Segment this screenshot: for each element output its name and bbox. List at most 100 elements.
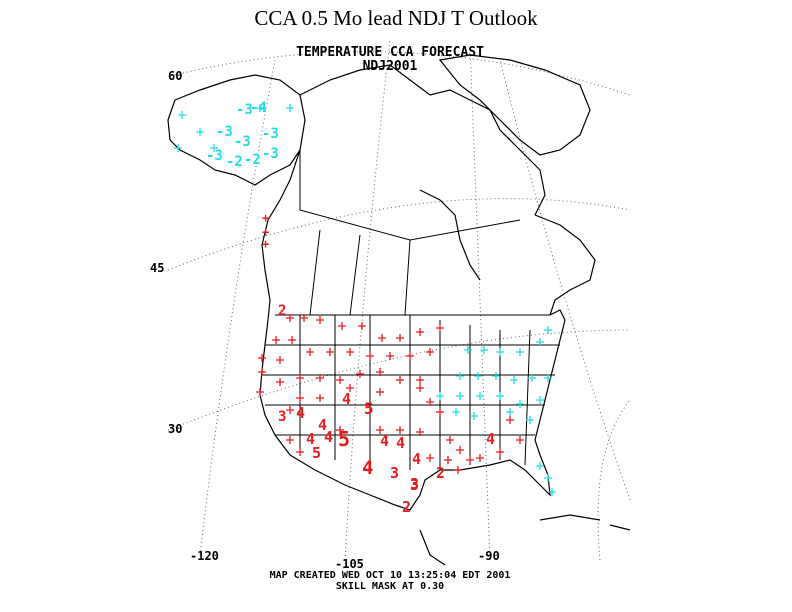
warm-value: 4 bbox=[324, 428, 333, 446]
plus-marker bbox=[300, 314, 308, 322]
plus-marker bbox=[506, 416, 514, 424]
plus-marker bbox=[452, 408, 460, 416]
plus-marker bbox=[196, 128, 204, 136]
plus-marker bbox=[286, 314, 294, 322]
plus-marker bbox=[466, 456, 474, 464]
warm-value: 2 bbox=[278, 303, 286, 319]
cold-value: -3 bbox=[236, 102, 253, 118]
warm-value: 3 bbox=[278, 409, 286, 425]
cold-value: -3 bbox=[262, 146, 279, 162]
lat-label-60: 60 bbox=[168, 69, 182, 83]
plus-marker bbox=[416, 384, 424, 392]
coastline bbox=[167, 54, 631, 566]
plus-marker bbox=[286, 406, 294, 414]
plus-marker bbox=[454, 466, 462, 474]
warm-pnw-mark: + bbox=[262, 211, 269, 225]
plus-marker bbox=[436, 324, 444, 332]
plus-marker bbox=[286, 104, 294, 112]
plus-marker bbox=[516, 400, 524, 408]
plus-marker bbox=[526, 416, 534, 424]
plus-marker bbox=[286, 436, 294, 444]
plus-marker bbox=[536, 396, 544, 404]
cold-value: -3 bbox=[216, 124, 233, 140]
plus-marker bbox=[492, 372, 500, 380]
cold-value: -3 bbox=[234, 134, 251, 150]
cold-value: -4 bbox=[250, 100, 267, 116]
plus-marker bbox=[296, 448, 304, 456]
plus-marker bbox=[346, 348, 354, 356]
warm-pnw-cluster: + + + bbox=[262, 211, 269, 251]
plus-marker bbox=[474, 372, 482, 380]
cold-value: -3 bbox=[206, 148, 223, 164]
cold-values: -3 -3 -3 -3 -3 -2 -2 -3 -4 bbox=[206, 100, 279, 170]
plus-marker bbox=[536, 462, 544, 470]
lon-label-105: -105 bbox=[335, 557, 364, 571]
footer-created: MAP CREATED WED OCT 10 13:25:04 EDT 2001 bbox=[270, 570, 511, 581]
plus-marker bbox=[258, 354, 266, 362]
plus-marker bbox=[174, 144, 182, 152]
cold-value: -2 bbox=[226, 154, 243, 170]
plus-marker bbox=[436, 408, 444, 416]
plus-marker bbox=[528, 374, 536, 382]
plus-marker bbox=[316, 394, 324, 402]
map-season: NDJ2001 bbox=[363, 59, 418, 74]
plus-marker bbox=[406, 352, 414, 360]
plus-marker bbox=[258, 368, 266, 376]
footer-skill: SKILL MASK AT 0.30 bbox=[336, 581, 444, 592]
plus-marker bbox=[376, 368, 384, 376]
warm-value: 2 bbox=[436, 464, 445, 482]
plus-marker bbox=[296, 374, 304, 382]
warm-value: 4 bbox=[342, 390, 351, 408]
plus-marker bbox=[296, 394, 304, 402]
plus-marker bbox=[316, 374, 324, 382]
plus-marker bbox=[336, 376, 344, 384]
plus-marker bbox=[548, 488, 556, 496]
lat-label-45: 45 bbox=[150, 261, 164, 275]
plus-marker bbox=[346, 384, 354, 392]
plus-marker bbox=[496, 448, 504, 456]
plus-marker bbox=[496, 392, 504, 400]
plus-marker bbox=[516, 436, 524, 444]
plus-marker bbox=[378, 334, 386, 342]
warm-pnw-mark: + bbox=[262, 237, 269, 251]
warm-value: 5 bbox=[338, 427, 350, 451]
plus-marker bbox=[544, 474, 552, 482]
warm-value: 3 bbox=[410, 476, 419, 494]
warm-plus-markers bbox=[256, 314, 524, 474]
warm-value: 4 bbox=[396, 434, 405, 452]
plus-marker bbox=[336, 426, 344, 434]
warm-value: 5 bbox=[312, 444, 321, 462]
political-boundaries bbox=[262, 150, 560, 470]
warm-value: 5 bbox=[364, 399, 374, 418]
plus-marker bbox=[396, 376, 404, 384]
plus-marker bbox=[444, 456, 452, 464]
plus-marker bbox=[480, 346, 488, 354]
warm-values: 2 4 4 5 3 4 4 4 5 5 4 4 4 3 3 4 3 2 2 4 bbox=[278, 303, 495, 516]
plus-marker bbox=[256, 104, 264, 112]
map-title: TEMPERATURE CCA FORECAST bbox=[296, 45, 484, 60]
warm-value: 3 bbox=[390, 464, 399, 482]
plus-marker bbox=[456, 446, 464, 454]
lon-label-120: -120 bbox=[190, 549, 219, 563]
plus-marker bbox=[436, 392, 444, 400]
plus-marker bbox=[476, 392, 484, 400]
plus-marker bbox=[470, 412, 478, 420]
plus-marker bbox=[496, 348, 504, 356]
plus-marker bbox=[416, 376, 424, 384]
plus-marker bbox=[416, 328, 424, 336]
warm-value: 4 bbox=[306, 430, 315, 448]
warm-value: 3 bbox=[410, 475, 419, 493]
graticule bbox=[167, 39, 631, 561]
plus-marker bbox=[426, 454, 434, 462]
warm-value: 4 bbox=[318, 416, 327, 434]
lat-label-30: 30 bbox=[168, 422, 182, 436]
plus-marker bbox=[326, 348, 334, 356]
slide-title: CCA 0.5 Mo lead NDJ T Outlook bbox=[254, 6, 538, 30]
plus-marker bbox=[396, 426, 404, 434]
plus-marker bbox=[536, 338, 544, 346]
plus-marker bbox=[426, 348, 434, 356]
warm-value: 4 bbox=[296, 404, 305, 422]
plus-marker bbox=[544, 326, 552, 334]
plus-marker bbox=[306, 348, 314, 356]
